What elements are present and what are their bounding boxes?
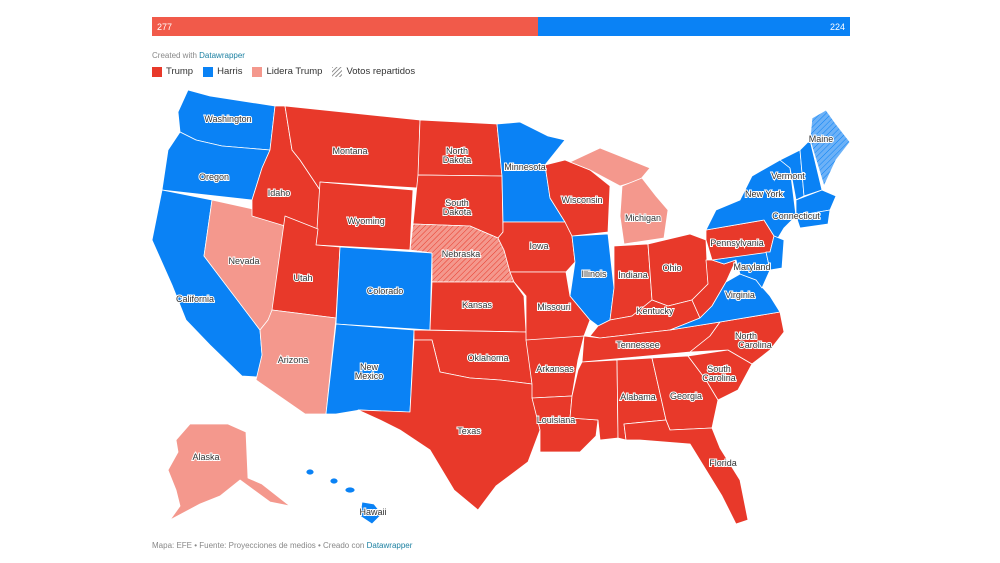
state-north-carolina[interactable]: [689, 311, 785, 365]
footer-text: Mapa: EFE • Fuente: Proyecciones de medi…: [152, 541, 365, 550]
label-oklahoma: Oklahoma: [467, 353, 508, 363]
state-michigan[interactable]: [569, 147, 651, 187]
label-south-carolina-1: South: [707, 364, 731, 374]
state-kansas[interactable]: [429, 281, 527, 333]
credit-prefix: Created with: [152, 51, 197, 60]
label-wyoming: Wyoming: [347, 216, 384, 226]
label-texas: Texas: [457, 426, 481, 436]
label-nevada: Nevada: [228, 256, 259, 266]
label-north-dakota-2: Dakota: [443, 155, 472, 165]
label-louisiana: Louisiana: [537, 415, 576, 425]
label-michigan: Michigan: [625, 213, 661, 223]
label-tennessee: Tennessee: [616, 340, 660, 350]
label-florida: Florida: [709, 458, 737, 468]
legend-label: Lidera Trump: [266, 66, 323, 77]
harris-swatch: [203, 66, 214, 77]
state-connecticut[interactable]: [795, 209, 831, 229]
state-new-jersey[interactable]: [765, 235, 785, 271]
state-hawaii-island1[interactable]: [305, 468, 315, 476]
state-vermont[interactable]: [779, 149, 805, 201]
label-kentucky: Kentucky: [636, 306, 674, 316]
label-maine: Maine: [809, 134, 834, 144]
label-indiana: Indiana: [618, 270, 648, 280]
map-footer: Mapa: EFE • Fuente: Proyecciones de medi…: [152, 541, 412, 550]
state-maine[interactable]: [809, 109, 851, 187]
label-north-carolina-1: North: [735, 331, 757, 341]
datawrapper-credit: Created with Datawrapper: [152, 51, 245, 60]
legend-item-votos-repartidos: Votos repartidos: [332, 66, 415, 77]
label-vermont: Vermont: [771, 171, 805, 181]
state-arizona[interactable]: [255, 309, 337, 415]
state-texas[interactable]: [357, 339, 541, 511]
map-legend: Trump Harris Lidera Trump Votos repartid…: [152, 66, 425, 77]
label-hawaii: Hawaii: [359, 507, 386, 517]
label-washington: Washington: [204, 114, 251, 124]
label-wisconsin: Wisconsin: [561, 195, 602, 205]
state-hawaii-island2[interactable]: [329, 477, 339, 485]
hatch-pattern-icon: [332, 66, 343, 77]
label-utah: Utah: [293, 273, 312, 283]
trump-votes-segment: 277: [152, 17, 538, 36]
label-south-dakota-2: Dakota: [443, 207, 472, 217]
label-oregon: Oregon: [199, 172, 229, 182]
label-missouri: Missouri: [537, 302, 571, 312]
state-hawaii-island3[interactable]: [344, 486, 356, 494]
label-ohio: Ohio: [662, 263, 681, 273]
label-arizona: Arizona: [278, 355, 309, 365]
harris-votes-segment: 224: [537, 17, 850, 36]
trump-swatch: [152, 66, 162, 77]
legend-item-lidera-trump: Lidera Trump: [252, 66, 322, 77]
label-new-york: New York: [745, 189, 784, 199]
lidera-trump-swatch: [252, 66, 263, 77]
label-california: California: [176, 294, 214, 304]
state-massachusetts[interactable]: [795, 189, 837, 217]
label-minnesota: Minnesota: [504, 162, 546, 172]
footer-datawrapper-link[interactable]: Datawrapper: [366, 541, 413, 550]
label-south-dakota-1: South: [445, 198, 469, 208]
label-south-carolina-2: Carolina: [702, 373, 736, 383]
label-alaska: Alaska: [192, 452, 219, 462]
label-north-dakota-1: North: [446, 146, 468, 156]
state-michigan-lower[interactable]: [619, 177, 669, 245]
label-connecticut: Connecticut: [772, 211, 820, 221]
state-hawaii[interactable]: [359, 501, 383, 525]
label-alabama: Alabama: [620, 392, 656, 402]
state-new-york[interactable]: [705, 159, 797, 239]
label-pennsylvania: Pennsylvania: [710, 238, 764, 248]
label-kansas: Kansas: [462, 300, 493, 310]
label-arkansas: Arkansas: [536, 364, 574, 374]
label-montana: Montana: [332, 146, 367, 156]
label-new-mexico-1: New: [360, 362, 379, 372]
label-idaho: Idaho: [268, 188, 291, 198]
label-iowa: Iowa: [529, 241, 548, 251]
legend-label: Trump: [166, 66, 194, 77]
legend-label: Votos repartidos: [346, 66, 416, 77]
label-virginia: Virginia: [725, 290, 755, 300]
datawrapper-link[interactable]: Datawrapper: [199, 51, 245, 60]
label-maryland: Maryland: [733, 262, 770, 272]
label-colorado: Colorado: [367, 286, 404, 296]
state-florida[interactable]: [623, 419, 749, 525]
electoral-vote-bar: 277 224: [152, 17, 850, 36]
legend-label: Harris: [217, 66, 243, 77]
state-alaska[interactable]: [167, 423, 291, 521]
legend-item-harris: Harris: [203, 66, 242, 77]
label-new-mexico-2: Mexico: [355, 371, 384, 381]
label-illinois: Illinois: [581, 269, 607, 279]
legend-item-trump: Trump: [152, 66, 193, 77]
label-georgia: Georgia: [670, 391, 702, 401]
label-nebraska: Nebraska: [442, 249, 481, 259]
label-north-carolina-2: Carolina: [738, 340, 772, 350]
